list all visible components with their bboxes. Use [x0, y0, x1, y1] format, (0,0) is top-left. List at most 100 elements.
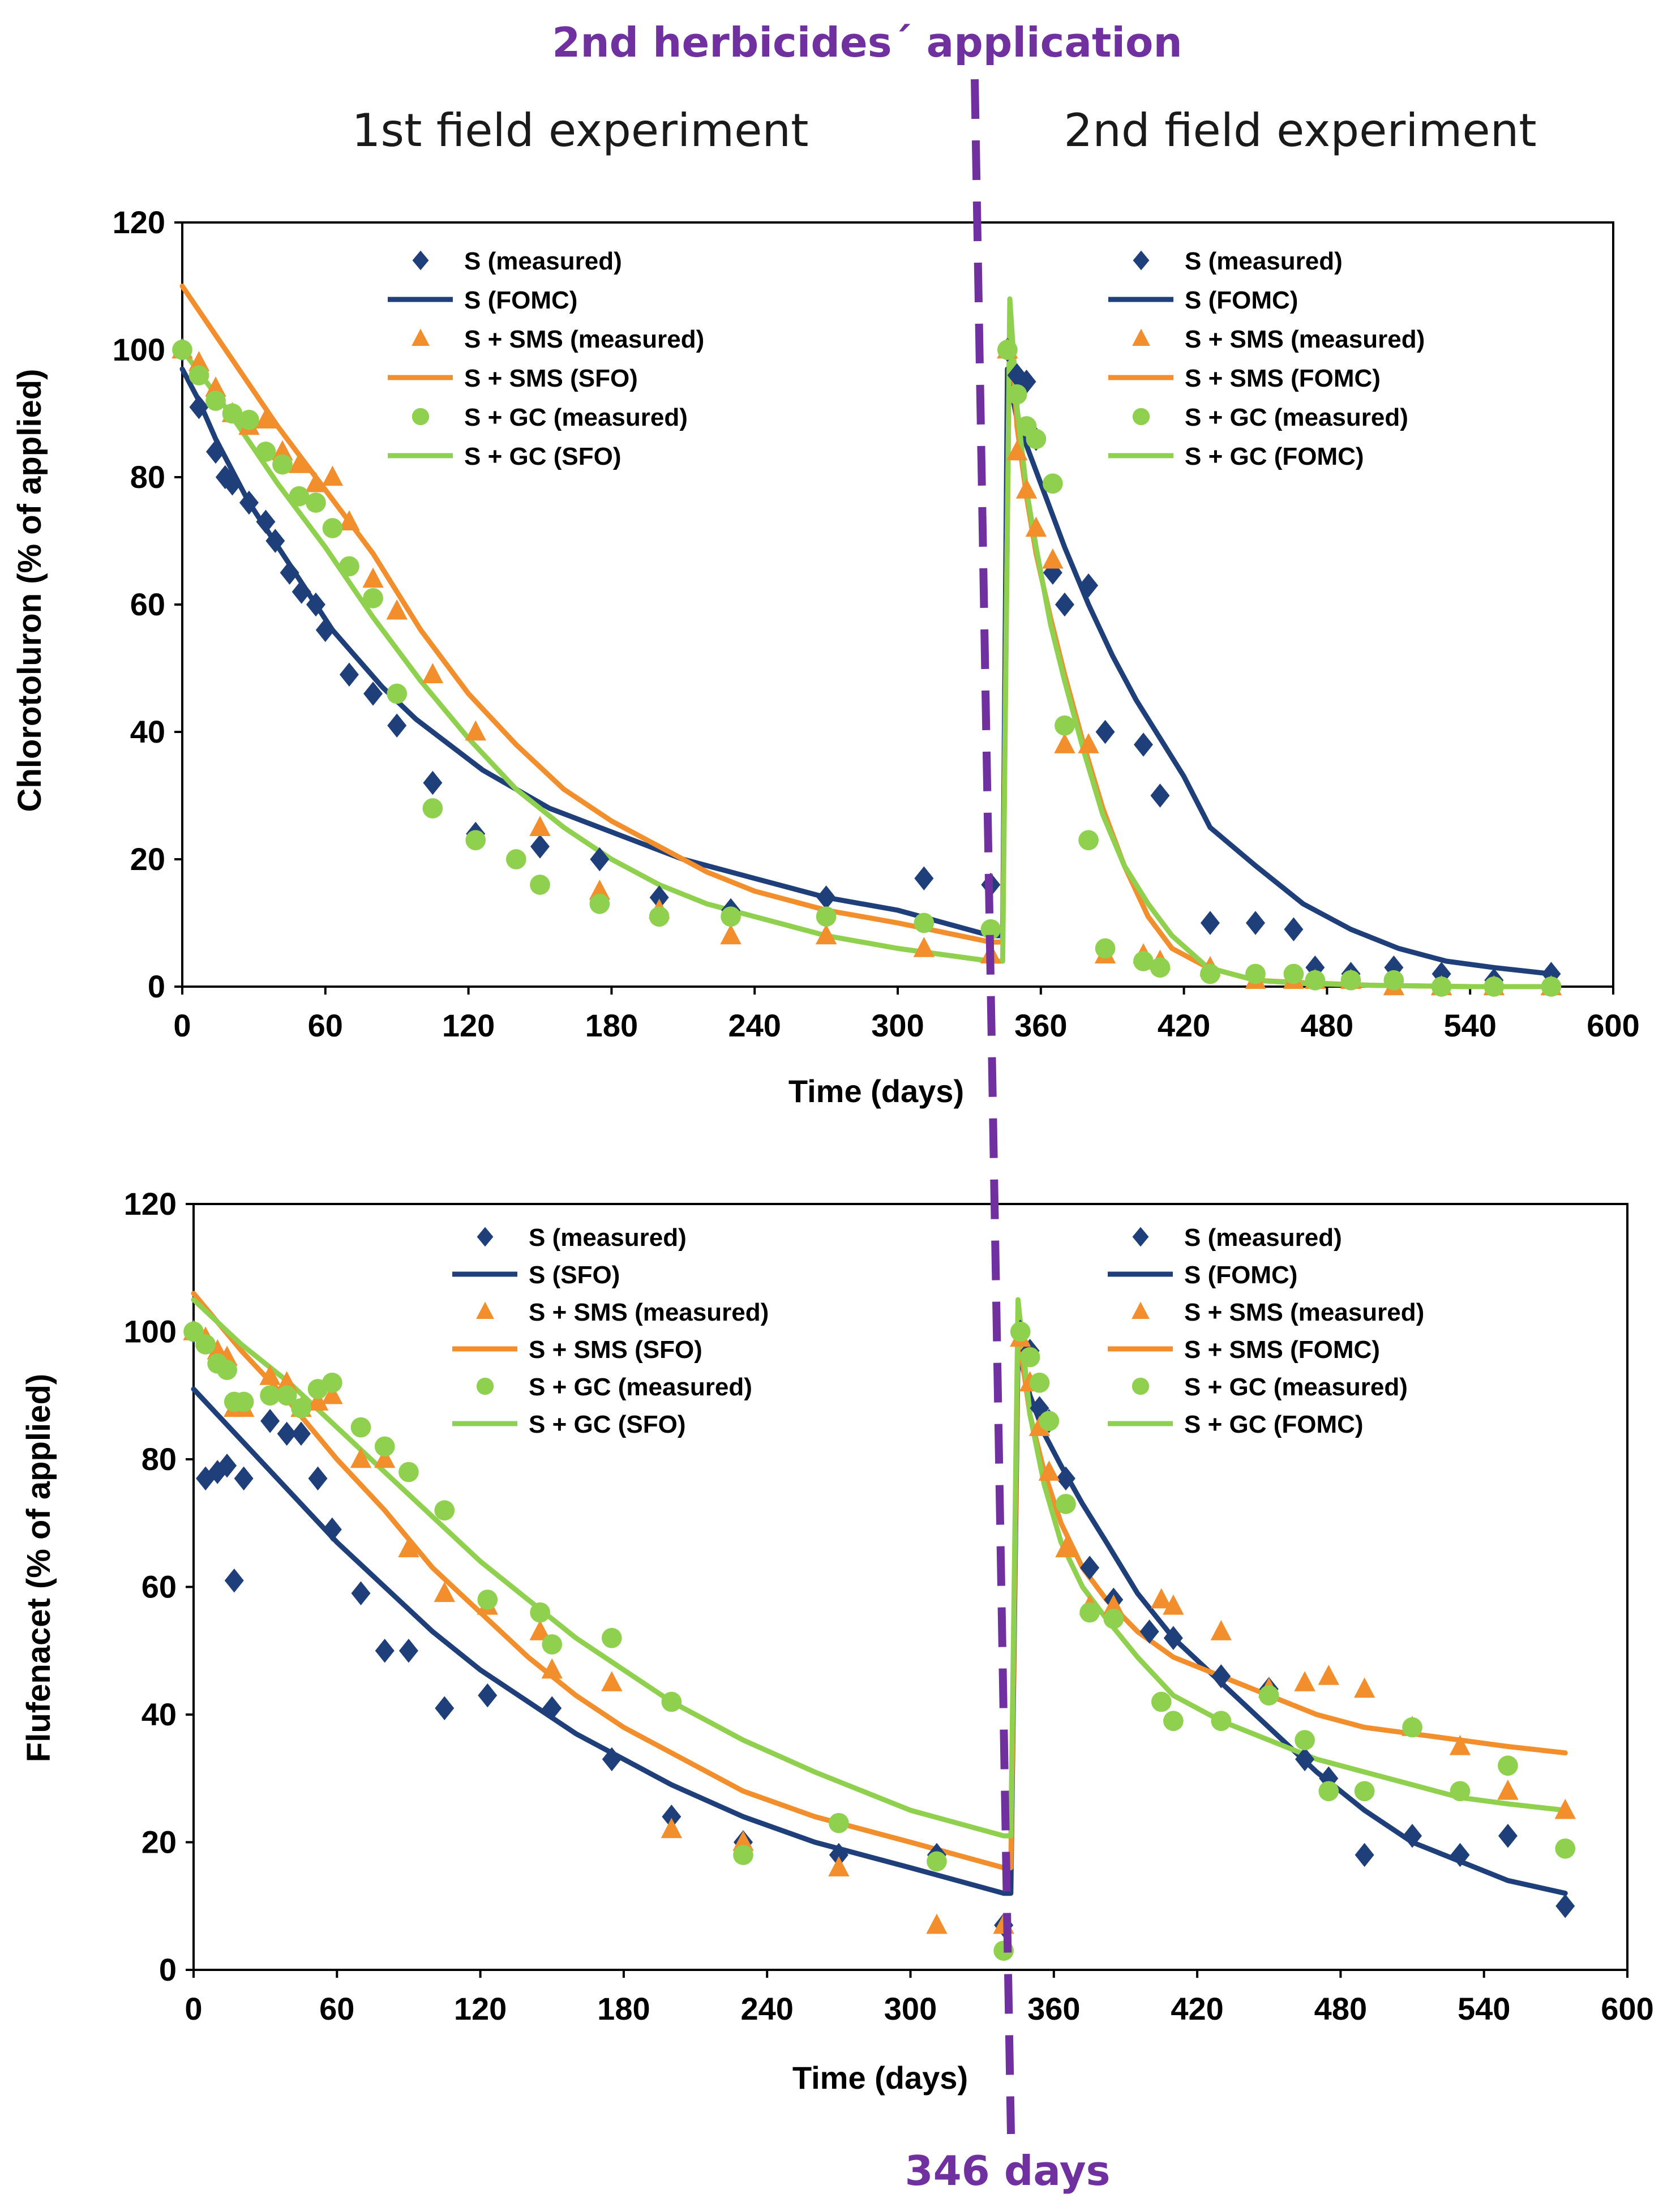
data-point — [387, 683, 408, 704]
data-point — [1200, 963, 1220, 984]
legend-top-left: S (measured) S (FOMC) S + SMS (measured) S … — [388, 247, 704, 470]
data-point — [530, 1602, 550, 1623]
legend-entry-label: S + GC (FOMC) — [1185, 443, 1364, 470]
data-point — [589, 893, 610, 914]
x-tick-label: 60 — [319, 1991, 354, 2026]
application-divider-line — [971, 79, 1015, 2135]
data-point — [1151, 1588, 1172, 1609]
data-point — [1151, 1691, 1172, 1712]
data-point — [649, 906, 670, 927]
data-point — [322, 1517, 342, 1542]
x-tick-label: 120 — [454, 1991, 507, 2026]
data-point — [1095, 719, 1115, 744]
data-point — [398, 1462, 419, 1482]
legend-entry-label: S + GC (measured) — [464, 404, 688, 431]
data-point — [1133, 951, 1154, 971]
data-point — [1043, 473, 1063, 494]
application-day-label: 346 days — [905, 2147, 1110, 2195]
data-point — [1498, 1823, 1518, 1848]
data-point — [1258, 1685, 1279, 1706]
data-point — [1078, 830, 1099, 851]
data-point — [1498, 1755, 1518, 1776]
legend-marker-swatch — [412, 328, 430, 346]
data-point — [189, 395, 209, 419]
legend-entry-label: S + GC (measured) — [1184, 1373, 1408, 1401]
data-point — [732, 1831, 754, 1851]
data-point — [828, 1856, 850, 1876]
data-point — [661, 1818, 683, 1839]
legend-marker-swatch — [1132, 408, 1150, 426]
data-point — [339, 556, 359, 577]
data-point — [1200, 911, 1220, 935]
legend-entry-label: S + GC (SFO) — [529, 1411, 685, 1438]
y-tick-label: 40 — [130, 714, 165, 749]
data-point — [1246, 911, 1265, 935]
x-tick-label: 540 — [1458, 1991, 1510, 2026]
flufenacet-chart: Flufenacet (% of applied) Time (days) 0 6… — [20, 1186, 1654, 2096]
data-point — [1103, 1609, 1124, 1629]
data-point — [188, 365, 209, 385]
x-tick-label: 240 — [728, 1008, 781, 1043]
data-point — [422, 798, 443, 819]
x-tick-label: 120 — [442, 1008, 495, 1043]
data-point — [529, 816, 551, 837]
data-point — [1015, 478, 1038, 499]
data-point — [339, 662, 359, 687]
x-tick-label: 180 — [585, 1008, 638, 1043]
data-point — [1042, 548, 1064, 569]
data-point — [338, 510, 360, 531]
series-points-s-sms-measured- — [172, 338, 1562, 996]
x-tick-label: 180 — [597, 1991, 650, 2026]
data-point — [260, 1409, 280, 1433]
data-point — [224, 1568, 244, 1593]
data-point — [272, 454, 293, 475]
data-point — [1026, 429, 1047, 449]
data-point — [222, 472, 242, 496]
x-tick-label: 480 — [1301, 1008, 1353, 1043]
data-point — [506, 849, 526, 869]
legend-entry-label: S (FOMC) — [1185, 286, 1298, 314]
data-point — [478, 1683, 498, 1708]
legend-entry-label: S + SMS (SFO) — [529, 1336, 702, 1364]
x-tick-label: 420 — [1171, 1991, 1223, 2026]
data-point — [1055, 592, 1074, 617]
data-point — [386, 599, 408, 620]
data-point — [1139, 1619, 1159, 1644]
data-point — [255, 442, 276, 462]
data-point — [374, 1447, 396, 1468]
data-point — [422, 663, 444, 684]
data-point — [1133, 732, 1153, 757]
series-points-s-sms-measured- — [183, 1320, 1576, 1934]
legend-entry-label: S + SMS (SFO) — [464, 365, 638, 392]
x-tick-label: 600 — [1601, 1991, 1653, 2026]
data-point — [662, 1805, 682, 1829]
data-point — [602, 1747, 622, 1772]
data-point — [233, 1391, 254, 1412]
data-point — [217, 1454, 237, 1478]
data-point — [239, 490, 259, 515]
data-point — [1163, 1626, 1183, 1650]
series-points-s-gc-measured- — [172, 340, 1562, 997]
data-point — [306, 592, 325, 617]
data-point — [315, 618, 335, 642]
data-point — [1006, 440, 1028, 461]
data-point — [435, 1696, 455, 1720]
data-point — [1163, 1594, 1184, 1615]
data-point — [308, 1466, 328, 1491]
y-tick-label: 100 — [124, 1314, 177, 1349]
data-point — [829, 1842, 848, 1867]
data-point — [815, 924, 837, 945]
x-axis-label: Time (days) — [792, 2060, 968, 2096]
x-tick-label: 60 — [308, 1008, 343, 1043]
y-tick-label: 80 — [130, 459, 165, 495]
data-point — [239, 409, 259, 430]
x-tick-label: 240 — [740, 1991, 793, 2026]
legend-entry-label: S + GC (measured) — [1185, 404, 1408, 431]
data-point — [205, 376, 226, 397]
data-point — [374, 1436, 395, 1457]
legend-marker-swatch — [412, 250, 429, 271]
x-tick-label: 360 — [1014, 1008, 1067, 1043]
legend-entry-label: S (measured) — [1184, 1224, 1342, 1252]
data-point — [721, 906, 741, 927]
data-point — [322, 518, 343, 538]
